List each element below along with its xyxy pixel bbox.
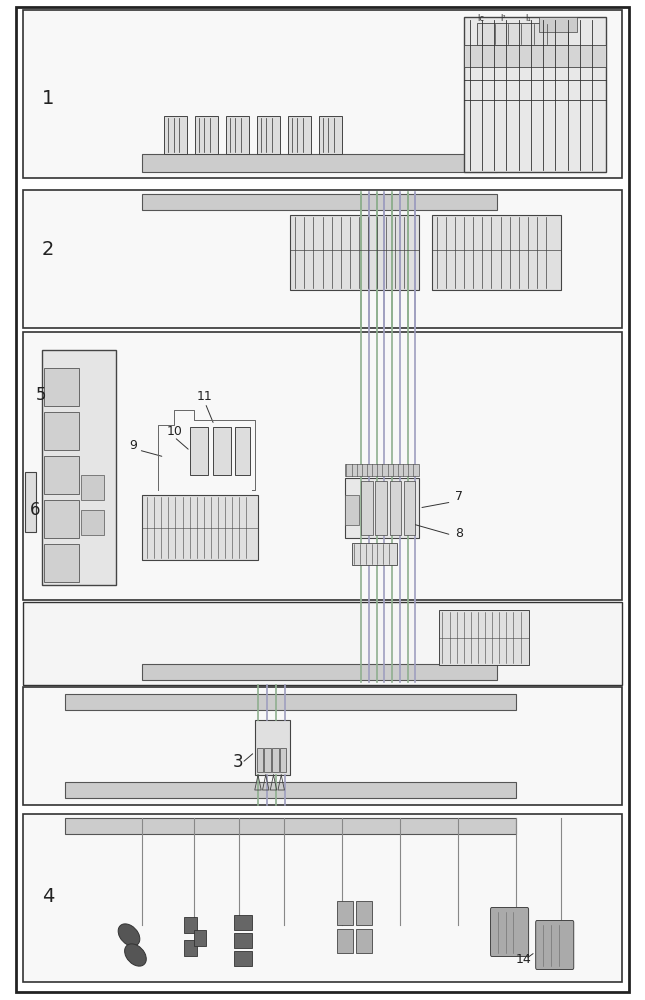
Bar (25, 472, 36, 532)
Bar (337, 901, 353, 925)
Bar (44, 412, 79, 450)
Text: 10: 10 (166, 425, 183, 438)
Bar (288, 116, 311, 154)
Bar (142, 495, 258, 560)
Text: 4: 4 (42, 887, 54, 906)
Bar (81, 510, 104, 535)
Bar (290, 215, 419, 290)
Bar (280, 748, 286, 772)
Bar (64, 782, 516, 798)
Bar (184, 940, 197, 956)
Bar (213, 427, 231, 475)
Bar (257, 116, 280, 154)
Bar (257, 748, 263, 772)
Bar (142, 154, 497, 172)
Bar (142, 194, 497, 210)
Bar (23, 10, 622, 178)
Bar (235, 427, 250, 475)
Bar (64, 694, 516, 710)
Bar (164, 116, 187, 154)
Bar (345, 495, 359, 525)
Bar (234, 915, 252, 930)
Bar (375, 481, 387, 535)
Bar (345, 464, 419, 476)
Text: 9: 9 (129, 439, 137, 452)
Bar (255, 720, 290, 775)
Bar (404, 481, 415, 535)
Text: l²: l² (500, 14, 506, 23)
FancyBboxPatch shape (535, 920, 574, 970)
Bar (361, 481, 373, 535)
Bar (195, 116, 218, 154)
Bar (64, 818, 516, 834)
Bar (44, 544, 79, 582)
Bar (184, 917, 197, 933)
Bar (352, 543, 397, 565)
Bar (356, 929, 372, 953)
Bar (44, 500, 79, 538)
Bar (194, 930, 206, 946)
Bar (337, 929, 353, 953)
Bar (432, 215, 561, 290)
Bar (190, 427, 208, 475)
Text: 6: 6 (30, 501, 40, 519)
Text: 11: 11 (197, 390, 212, 403)
Bar (234, 951, 252, 966)
Bar (23, 687, 622, 805)
Bar (234, 933, 252, 948)
Text: 14: 14 (516, 953, 531, 966)
Text: l₁: l₁ (526, 14, 531, 23)
Ellipse shape (124, 944, 146, 966)
Bar (226, 116, 249, 154)
Bar (23, 602, 622, 685)
Text: 5: 5 (35, 386, 46, 404)
Bar (81, 475, 104, 500)
Bar (477, 23, 568, 45)
Text: 8: 8 (455, 527, 462, 540)
Bar (464, 45, 606, 67)
Bar (539, 17, 577, 32)
Bar (345, 478, 419, 538)
Bar (23, 190, 622, 328)
Bar (464, 17, 606, 172)
Text: 1: 1 (42, 89, 54, 108)
Text: 7: 7 (455, 490, 462, 503)
Bar (264, 748, 271, 772)
Text: lc: lc (477, 14, 484, 23)
Bar (142, 664, 497, 680)
FancyBboxPatch shape (491, 908, 529, 956)
Bar (23, 814, 622, 982)
Bar (42, 350, 116, 585)
Bar (439, 610, 529, 665)
Bar (272, 748, 279, 772)
Ellipse shape (118, 924, 140, 946)
Bar (23, 332, 622, 600)
Bar (44, 456, 79, 494)
Bar (356, 901, 372, 925)
Text: 2: 2 (42, 240, 54, 259)
Bar (390, 481, 401, 535)
Text: 3: 3 (232, 753, 243, 771)
Bar (44, 368, 79, 406)
Bar (319, 116, 342, 154)
